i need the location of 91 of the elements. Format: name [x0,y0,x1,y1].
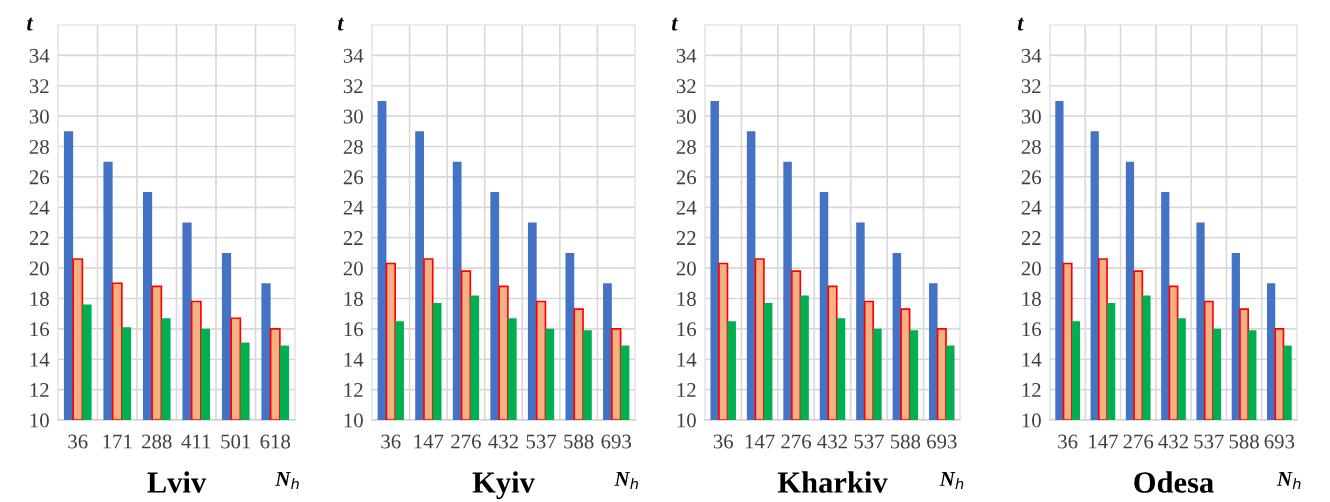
y-tick-label: 20 [1021,261,1041,276]
x-tick-label: 618 [260,434,291,449]
y-tick-label: 28 [343,139,363,154]
text: Odesa [1134,471,1214,493]
y-tick-label: 30 [343,109,363,124]
x-tick-label: 501 [221,434,251,449]
y-tick-label: 32 [343,79,363,94]
x-tick-label: 276 [451,434,481,449]
y-tick-label: 32 [29,79,49,94]
y-tick-label: 30 [1021,109,1041,124]
x-tick-label: 588 [564,434,594,449]
y-tick-label: 24 [343,200,364,215]
x-tick-label: 276 [1123,434,1154,449]
y-tick-label: 16 [1022,322,1042,337]
y-tick-label: 20 [676,261,696,276]
x-axis-title: N$_{h}$ [939,472,964,490]
y-tick-label: 32 [1021,79,1041,94]
y-tick-label: 20 [343,261,363,276]
x-tick-label: 171 [103,434,132,449]
y-tick-label: 24 [676,200,697,215]
y-tick-label: 14 [677,352,697,367]
x-tick-label: 147 [745,434,775,449]
y-tick-label: 10 [677,413,696,428]
y-tick-label: 22 [1021,231,1041,245]
x-tick-label: 276 [781,434,812,449]
y-axis-title: t [338,17,345,31]
text: Kyiv [472,471,535,500]
y-tick-label: 28 [676,139,696,154]
y-tick-label: 34 [676,48,697,63]
y-tick-label: 18 [30,291,49,306]
x-axis-title: N$_{h}$ [275,472,299,490]
x-tick-label: 588 [890,434,921,449]
y-tick-label: 24 [1021,200,1042,215]
y-tick-label: 26 [29,170,50,185]
y-tick-label: 26 [1021,170,1042,185]
y-axis-title: t [27,17,34,31]
y-axis-title: t [671,17,679,31]
y-tick-label: 10 [1022,413,1041,428]
x-tick-label: 147 [1089,434,1118,449]
y-tick-label: 12 [677,383,696,397]
x-tick-label: 537 [854,434,884,449]
x-axis-title: N$_{h}$ [614,472,638,490]
y-tick-label: 14 [30,352,50,367]
y-tick-label: 22 [676,231,696,245]
x-tick-label: 36 [68,434,88,449]
x-tick-label: 537 [1194,434,1224,449]
y-tick-label: 26 [343,170,364,185]
y-tick-label: 16 [30,322,50,337]
x-tick-label: 432 [488,434,518,449]
x-tick-label: 288 [142,434,172,449]
y-tick-label: 18 [344,291,363,306]
y-tick-label: 14 [344,352,364,367]
y-tick-label: 20 [29,261,49,276]
x-tick-label: 537 [526,434,557,449]
y-tick-label: 10 [30,413,49,428]
y-tick-label: 12 [30,383,49,397]
x-tick-label: 36 [713,434,734,449]
text: Kharkiv [777,471,888,493]
x-tick-label: 693 [927,434,957,449]
y-tick-label: 22 [29,231,49,245]
x-tick-label: 147 [414,434,444,449]
y-tick-label: 18 [677,291,696,306]
x-tick-label: 411 [181,434,211,449]
y-tick-label: 28 [29,139,49,154]
y-tick-label: 24 [29,200,50,215]
x-tick-label: 36 [1058,434,1078,449]
y-tick-label: 12 [344,383,363,397]
x-axis-title: N$_{h}$ [1276,472,1301,490]
y-tick-label: 16 [344,322,364,337]
x-tick-label: 693 [601,434,632,449]
y-tick-label: 30 [676,109,696,124]
y-tick-label: 18 [1022,291,1041,306]
x-tick-label: 432 [817,434,847,449]
y-tick-label: 28 [1021,139,1041,154]
y-tick-label: 34 [343,48,364,63]
y-tick-label: 16 [677,322,697,337]
y-tick-label: 14 [1022,352,1042,367]
y-tick-label: 30 [29,109,49,124]
y-tick-label: 22 [343,231,363,245]
y-tick-label: 26 [676,170,697,185]
x-tick-label: 432 [1158,434,1188,449]
y-tick-label: 10 [344,413,363,428]
y-tick-label: 34 [1021,48,1042,63]
x-tick-label: 693 [1264,434,1295,449]
x-tick-label: 588 [1229,434,1259,449]
y-tick-label: 34 [29,48,50,63]
y-tick-label: 12 [1022,383,1041,397]
y-tick-label: 32 [676,79,696,94]
x-tick-label: 36 [381,434,401,449]
y-axis-title: t [1017,17,1024,31]
text: Lviv [147,471,207,493]
